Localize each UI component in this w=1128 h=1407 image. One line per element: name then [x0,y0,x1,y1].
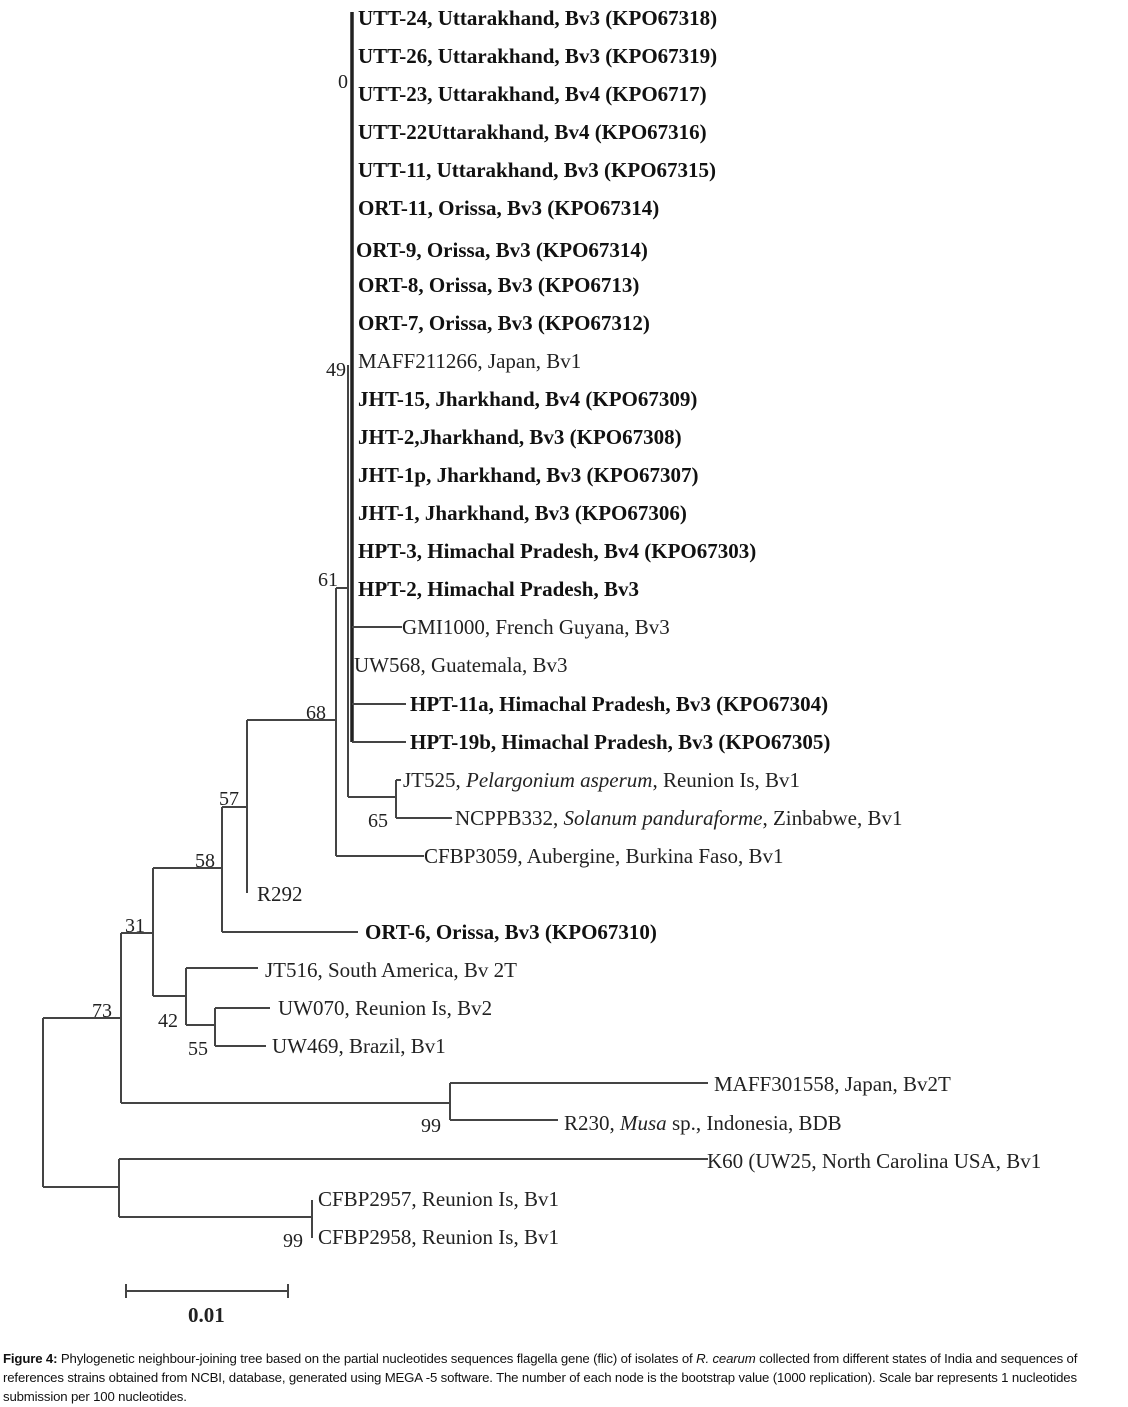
bootstrap-value: 65 [368,810,388,832]
tip-label: MAFF211266, Japan, Bv1 [358,349,581,373]
tip-label: HPT-11a, Himachal Pradesh, Bv3 (KPO67304… [410,692,828,716]
tip-label: UTT-11, Uttarakhand, Bv3 (KPO67315) [358,158,716,182]
tip-label: JHT-1p, Jharkhand, Bv3 (KPO67307) [358,463,699,487]
tip-label: JT525, Pelargonium asperum, Reunion Is, … [403,768,800,792]
caption-species: R. cearum [696,1351,756,1366]
tip-label: HPT-2, Himachal Pradesh, Bv3 [358,577,639,601]
tip-label: GMI1000, French Guyana, Bv3 [402,615,670,639]
tip-label: HPT-19b, Himachal Pradesh, Bv3 (KPO67305… [410,730,830,754]
caption-label: Figure 4: [3,1351,58,1366]
bootstrap-value: 61 [318,569,338,591]
tip-label: R230, Musa sp., Indonesia, BDB [564,1111,842,1135]
caption-text: Phylogenetic neighbour-joining tree base… [57,1351,697,1366]
tip-label: ORT-9, Orissa, Bv3 (KPO67314) [356,238,648,262]
phylogenetic-tree: UTT-24, Uttarakhand, Bv3 (KPO67318) UTT-2… [42,6,1041,1327]
bootstrap-value: 99 [283,1230,303,1252]
tip-label: UTT-26, Uttarakhand, Bv3 (KPO67319) [358,44,717,68]
figure-caption: Figure 4: Phylogenetic neighbour-joining… [3,1349,1127,1406]
tip-label: K60 (UW25, North Carolina USA, Bv1 [707,1149,1041,1173]
tip-label: UW568, Guatemala, Bv3 [354,653,567,677]
tip-label: ORT-11, Orissa, Bv3 (KPO67314) [358,196,659,220]
tip-label: ORT-8, Orissa, Bv3 (KPO6713) [358,273,639,297]
bootstrap-labels: 0 49 61 68 57 65 58 31 42 73 55 99 99 [92,71,441,1252]
bootstrap-value: 58 [195,850,215,872]
tip-label: UTT-23, Uttarakhand, Bv4 (KPO6717) [358,82,707,106]
tip-label: UW469, Brazil, Bv1 [272,1034,446,1058]
tip-label: CFBP2958, Reunion Is, Bv1 [318,1225,559,1249]
tip-label: JHT-2,Jharkhand, Bv3 (KPO67308) [358,425,682,449]
tip-label: UTT-22Uttarakhand, Bv4 (KPO67316) [358,120,707,144]
scale-bar-label: 0.01 [188,1303,225,1327]
tip-label: JT516, South America, Bv 2T [265,958,517,982]
bootstrap-value: 73 [92,1000,112,1022]
tip-label: CFBP3059, Aubergine, Burkina Faso, Bv1 [424,844,784,868]
bootstrap-value: 0 [338,71,348,93]
tip-label: HPT-3, Himachal Pradesh, Bv4 (KPO67303) [358,539,756,563]
bootstrap-value: 99 [421,1115,441,1137]
tree-branches [42,12,708,1238]
bootstrap-value: 49 [326,359,346,381]
tip-label: ORT-7, Orissa, Bv3 (KPO67312) [358,311,650,335]
bootstrap-value: 57 [219,788,239,810]
tip-labels: UTT-24, Uttarakhand, Bv3 (KPO67318) UTT-2… [257,6,1041,1249]
bootstrap-value: 68 [306,702,326,724]
caption-text-end: collected from different states of India… [3,1351,1078,1404]
tip-label: JHT-1, Jharkhand, Bv3 (KPO67306) [358,501,687,525]
tip-label: CFBP2957, Reunion Is, Bv1 [318,1187,559,1211]
tip-label: NCPPB332, Solanum panduraforme, Zinbabwe… [455,806,902,830]
bootstrap-value: 42 [158,1010,178,1032]
bootstrap-value: 55 [188,1038,208,1060]
tip-label: MAFF301558, Japan, Bv2T [714,1072,951,1096]
tip-label: UW070, Reunion Is, Bv2 [278,996,492,1020]
tip-label: UTT-24, Uttarakhand, Bv3 (KPO67318) [358,6,717,30]
scale-bar: 0.01 [125,1284,289,1327]
bootstrap-value: 31 [125,915,145,937]
tip-label: ORT-6, Orissa, Bv3 (KPO67310) [365,920,657,944]
tip-label: R292 [257,882,303,906]
tip-label: JHT-15, Jharkhand, Bv4 (KPO67309) [358,387,697,411]
